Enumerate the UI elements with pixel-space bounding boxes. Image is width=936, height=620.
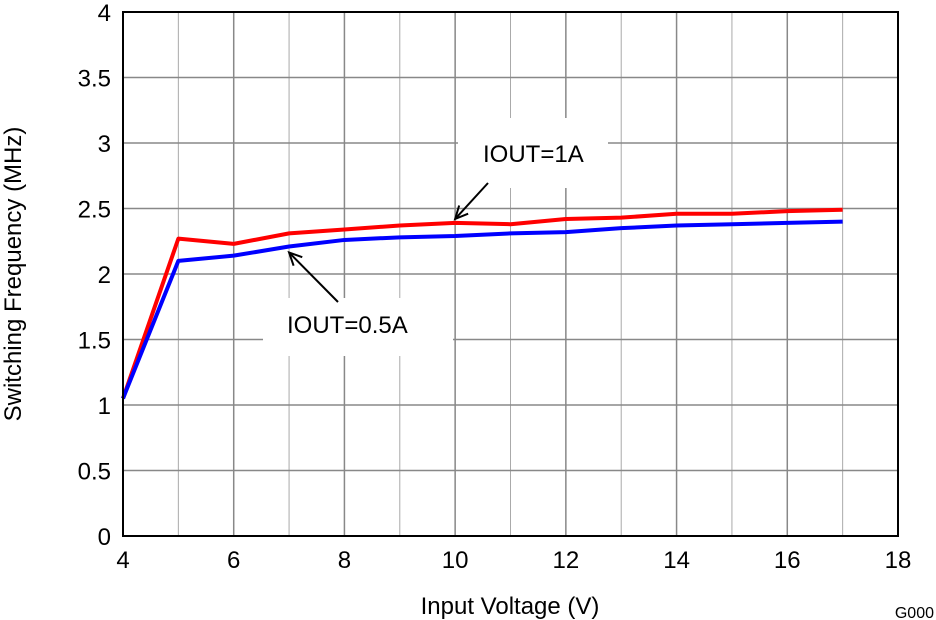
- figure-id: G000: [895, 605, 934, 620]
- y-tick-label: 3.5: [78, 66, 111, 93]
- x-tick-label: 16: [774, 547, 801, 574]
- plot-frame: [122, 11, 899, 537]
- y-tick-label: 4: [98, 0, 111, 27]
- x-tick-label: 8: [338, 547, 351, 574]
- y-tick-label: 3: [98, 131, 111, 158]
- annotation-arrow: [454, 182, 489, 220]
- annotation-box: [458, 118, 608, 188]
- x-tick-label: 14: [663, 547, 690, 574]
- tick-labels: 4 6 8 10 12 14 16 18 0 0.5 1 1.5 2 2.5 3 3.5 4: [78, 0, 912, 574]
- annotation-label: IOUT=0.5A: [287, 312, 408, 339]
- series-line-iout-0-5a: [121, 219, 843, 400]
- x-tick-label: 12: [553, 547, 580, 574]
- annotation-arrow: [288, 251, 339, 303]
- arrowhead: [287, 250, 303, 267]
- x-tick-label: 18: [885, 547, 912, 574]
- x-axis-label: Input Voltage (V): [421, 593, 600, 620]
- x-tick-label: 6: [227, 547, 240, 574]
- x-tick-label: 10: [442, 547, 469, 574]
- y-tick-label: 2: [98, 262, 111, 289]
- y-axis-label: Switching Frequency (MHz): [0, 127, 27, 422]
- series-line-iout-1a: [121, 207, 843, 400]
- y-tick-label: 2.5: [78, 197, 111, 224]
- arrowhead: [453, 205, 469, 221]
- y-tick-label: 1.5: [78, 328, 111, 355]
- annotation-label: IOUT=1A: [483, 141, 584, 168]
- annotations: IOUT=1A IOUT=0.5A: [263, 118, 608, 356]
- series-lines: [121, 207, 843, 400]
- x-tick-label: 4: [116, 547, 129, 574]
- y-tick-label: 0.5: [78, 459, 111, 486]
- y-tick-label: 0: [98, 524, 111, 551]
- annotation-box: [263, 298, 453, 356]
- y-tick-label: 1: [98, 393, 111, 420]
- grid: [122, 11, 899, 537]
